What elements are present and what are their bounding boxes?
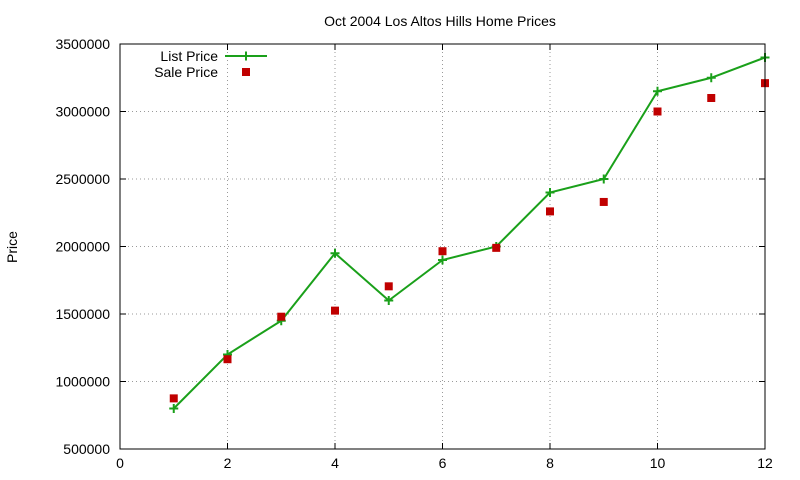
x-tick-label: 0	[116, 455, 124, 471]
data-point	[599, 174, 609, 184]
series-layer	[169, 53, 770, 413]
legend-item: List Price	[160, 48, 267, 64]
data-point	[169, 394, 178, 403]
x-tick-label: 10	[650, 455, 666, 471]
legend-marker	[242, 68, 250, 76]
data-point	[384, 282, 393, 291]
y-tick-label: 2000000	[55, 239, 110, 255]
x-tick-label: 8	[546, 455, 554, 471]
x-tick-label: 6	[439, 455, 447, 471]
plot-frame	[119, 43, 766, 450]
data-point	[707, 94, 716, 102]
tick-labels: 0 2 4 6 8 10 12 500000 1000000 1500000 2000000 2500…	[55, 36, 773, 471]
data-point	[330, 248, 340, 258]
y-tick-label: 2500000	[55, 171, 110, 187]
data-point	[599, 197, 608, 206]
data-point	[223, 355, 232, 364]
y-tick-label: 1000000	[55, 374, 110, 390]
data-point	[331, 306, 339, 315]
data-point	[653, 107, 662, 116]
x-tick-label: 4	[331, 455, 339, 471]
legend-item: Sale Price	[154, 64, 250, 80]
series-line	[173, 56, 766, 410]
chart-title: Oct 2004 Los Altos Hills Home Prices	[324, 13, 556, 29]
y-tick-label: 3000000	[55, 104, 110, 120]
data-point	[169, 404, 179, 413]
data-point	[492, 243, 501, 252]
y-tick-label: 3500000	[55, 36, 110, 52]
y-axis-label: Price	[4, 231, 20, 263]
data-point	[706, 73, 716, 83]
x-tick-label: 2	[224, 455, 232, 471]
series-sale-price	[169, 79, 769, 403]
data-point	[653, 86, 662, 96]
data-point	[277, 312, 286, 321]
legend-label: List Price	[160, 48, 218, 64]
data-point	[384, 296, 394, 305]
data-point	[545, 188, 555, 197]
y-tick-label: 500000	[63, 441, 110, 457]
y-tick-label: 1500000	[55, 306, 110, 322]
data-point	[546, 207, 554, 216]
series-list-price	[169, 53, 770, 413]
legend-marker	[241, 51, 251, 61]
x-tick-label: 12	[757, 455, 773, 471]
legend-label: Sale Price	[154, 64, 218, 80]
data-point	[438, 247, 447, 256]
grid	[119, 43, 766, 450]
data-point	[438, 255, 447, 265]
